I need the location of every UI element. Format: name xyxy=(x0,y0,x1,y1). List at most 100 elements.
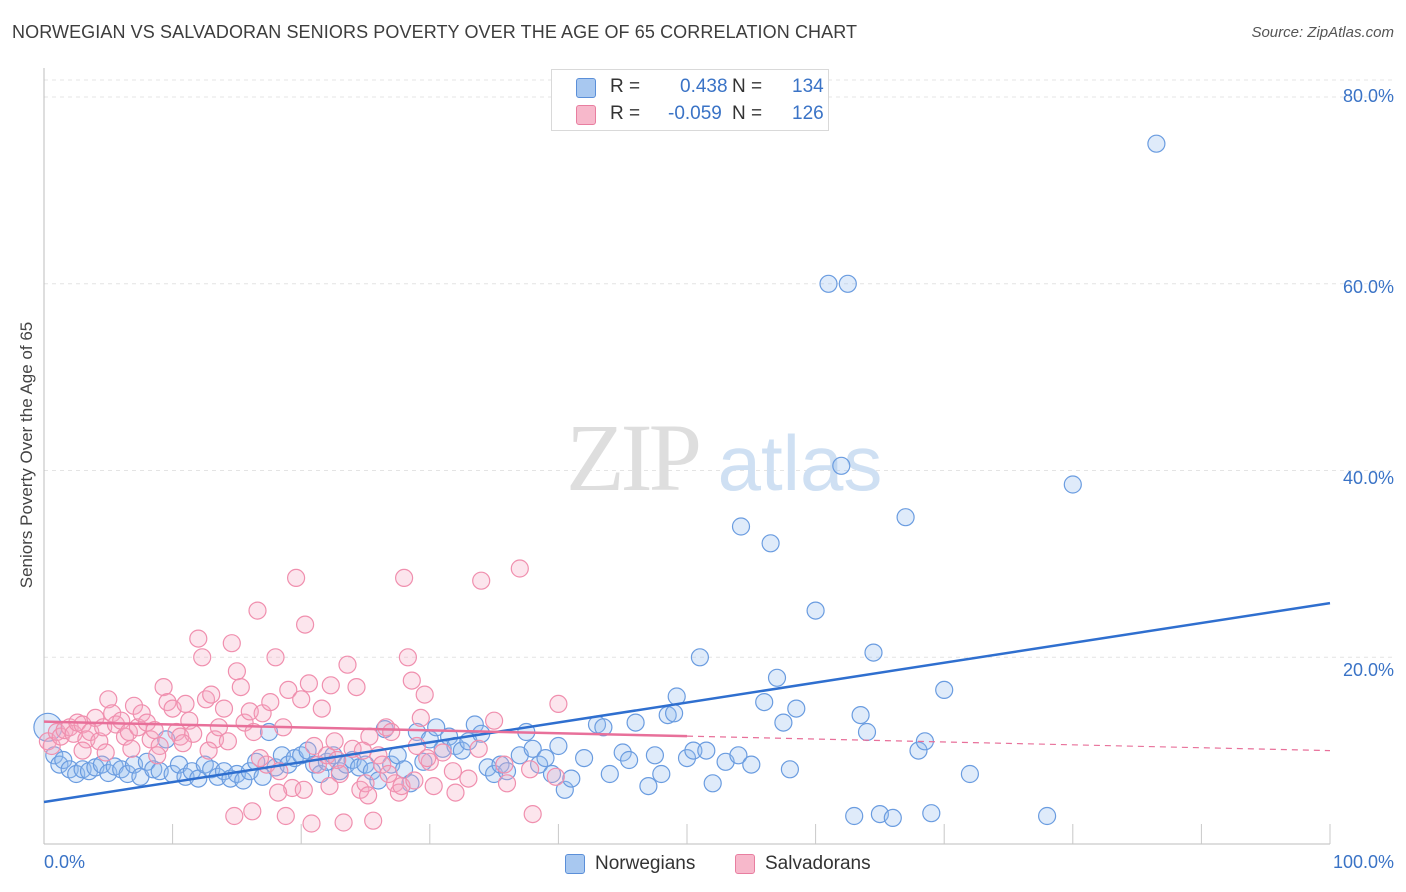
salvadorans-point xyxy=(443,762,462,781)
salvadorans-points xyxy=(38,559,568,833)
salvadorans-point xyxy=(243,802,262,821)
salvadorans-point xyxy=(472,571,491,590)
norwegians-point xyxy=(54,750,73,770)
salvadorans-point xyxy=(199,741,218,760)
norwegians-point xyxy=(780,760,800,779)
legend-r-label: R = xyxy=(610,103,641,124)
norwegians-point xyxy=(774,713,793,732)
norwegians-point xyxy=(838,274,857,293)
salvadorans-point xyxy=(523,804,542,824)
salvadorans-point xyxy=(418,748,437,768)
gridlines xyxy=(44,79,1392,658)
salvadorans-point xyxy=(193,648,212,667)
salvadorans-trend-line xyxy=(43,720,688,738)
y-tick-label-40: 40.0% xyxy=(1342,468,1394,488)
norwegians-point xyxy=(574,748,594,768)
salvadorans-point xyxy=(90,732,109,751)
norwegians-point xyxy=(491,755,510,774)
salvadorans-point xyxy=(305,736,324,756)
norwegians-point xyxy=(600,764,619,784)
salvadorans-point xyxy=(373,755,392,774)
norwegians-point xyxy=(684,741,703,760)
norwegians-point xyxy=(922,804,941,823)
salvadorans-point xyxy=(248,601,267,620)
salvadorans-point xyxy=(312,699,331,718)
y-tick-label-60: 60.0% xyxy=(1342,277,1394,297)
salvadorans-point xyxy=(510,559,529,578)
salvadorans-point xyxy=(122,739,141,758)
legend-n-value: 126 xyxy=(792,103,824,124)
salvadorans-point xyxy=(325,732,344,751)
norwegians-point xyxy=(883,808,902,828)
norwegians-point xyxy=(549,736,568,756)
legend-swatch-salvadorans xyxy=(576,105,596,125)
salvadorans-point xyxy=(283,778,302,798)
legend-r-label: R = xyxy=(610,76,641,97)
norwegians-point xyxy=(935,680,954,700)
norwegians-point xyxy=(1147,134,1166,153)
norwegians-point xyxy=(857,722,877,742)
salvadorans-point xyxy=(398,648,417,667)
legend-n-label: N = xyxy=(732,103,763,124)
norwegians-point xyxy=(731,517,751,536)
salvadorans-point xyxy=(321,676,340,695)
salvadorans-point xyxy=(148,746,167,765)
salvadorans-point xyxy=(141,730,160,749)
legend-swatch-norwegians xyxy=(576,78,596,98)
salvadorans-point xyxy=(266,648,285,667)
salvadorans-point xyxy=(347,677,366,697)
salvadorans-point xyxy=(411,708,430,728)
salvadorans-point xyxy=(469,739,488,758)
salvadorans-point xyxy=(294,780,313,799)
salvadorans-point xyxy=(415,685,434,704)
norwegians-point xyxy=(639,776,658,796)
norwegians-point xyxy=(677,748,697,768)
salvadorans-point xyxy=(173,734,192,753)
norwegians-point xyxy=(755,692,774,712)
trend-lines xyxy=(43,601,1331,804)
norwegians-point xyxy=(864,643,883,662)
salvadorans-point xyxy=(433,743,452,762)
salvadorans-point xyxy=(359,786,378,805)
salvadorans-point xyxy=(405,771,424,790)
norwegians-point xyxy=(729,746,748,765)
salvadorans-point xyxy=(520,760,540,779)
norwegians-point xyxy=(832,456,851,475)
norwegians-point xyxy=(1063,475,1082,494)
norwegians-point xyxy=(742,755,761,774)
norwegians-point xyxy=(594,718,613,737)
salvadorans-point xyxy=(209,718,228,737)
norwegians-point xyxy=(806,601,825,620)
salvadorans-point xyxy=(395,568,414,588)
salvadorans-point xyxy=(328,750,347,770)
salvadorans-point xyxy=(299,674,318,693)
salvadorans-point xyxy=(402,671,421,690)
salvadorans-point xyxy=(279,680,298,700)
salvadorans-point xyxy=(495,755,514,774)
norwegians-point xyxy=(619,750,639,770)
norwegians-point xyxy=(851,705,870,725)
norwegians-point xyxy=(845,806,864,826)
salvadorans-point xyxy=(261,692,280,712)
salvadorans-point xyxy=(485,711,504,730)
norwegians-point xyxy=(144,760,163,779)
salvadorans-point xyxy=(287,568,306,588)
salvadorans-point xyxy=(124,696,144,715)
bottom-legend-swatch-norwegians xyxy=(565,854,585,874)
legend-n-label: N = xyxy=(732,76,763,97)
salvadorans-point xyxy=(218,732,237,751)
norwegians-point xyxy=(960,764,980,784)
salvadorans-point xyxy=(320,776,339,796)
salvadorans-point xyxy=(549,694,568,714)
salvadorans-point xyxy=(244,722,263,742)
salvadorans-point xyxy=(250,748,270,768)
norwegians-point xyxy=(536,748,555,768)
x-tick-label-max: 100.0% xyxy=(1332,852,1394,872)
norwegians-point xyxy=(767,668,787,687)
norwegians-point xyxy=(697,741,716,760)
salvadorans-point xyxy=(302,814,321,833)
salvadorans-point xyxy=(497,774,517,793)
norwegians-point xyxy=(523,739,542,758)
salvadorans-point xyxy=(73,741,92,760)
